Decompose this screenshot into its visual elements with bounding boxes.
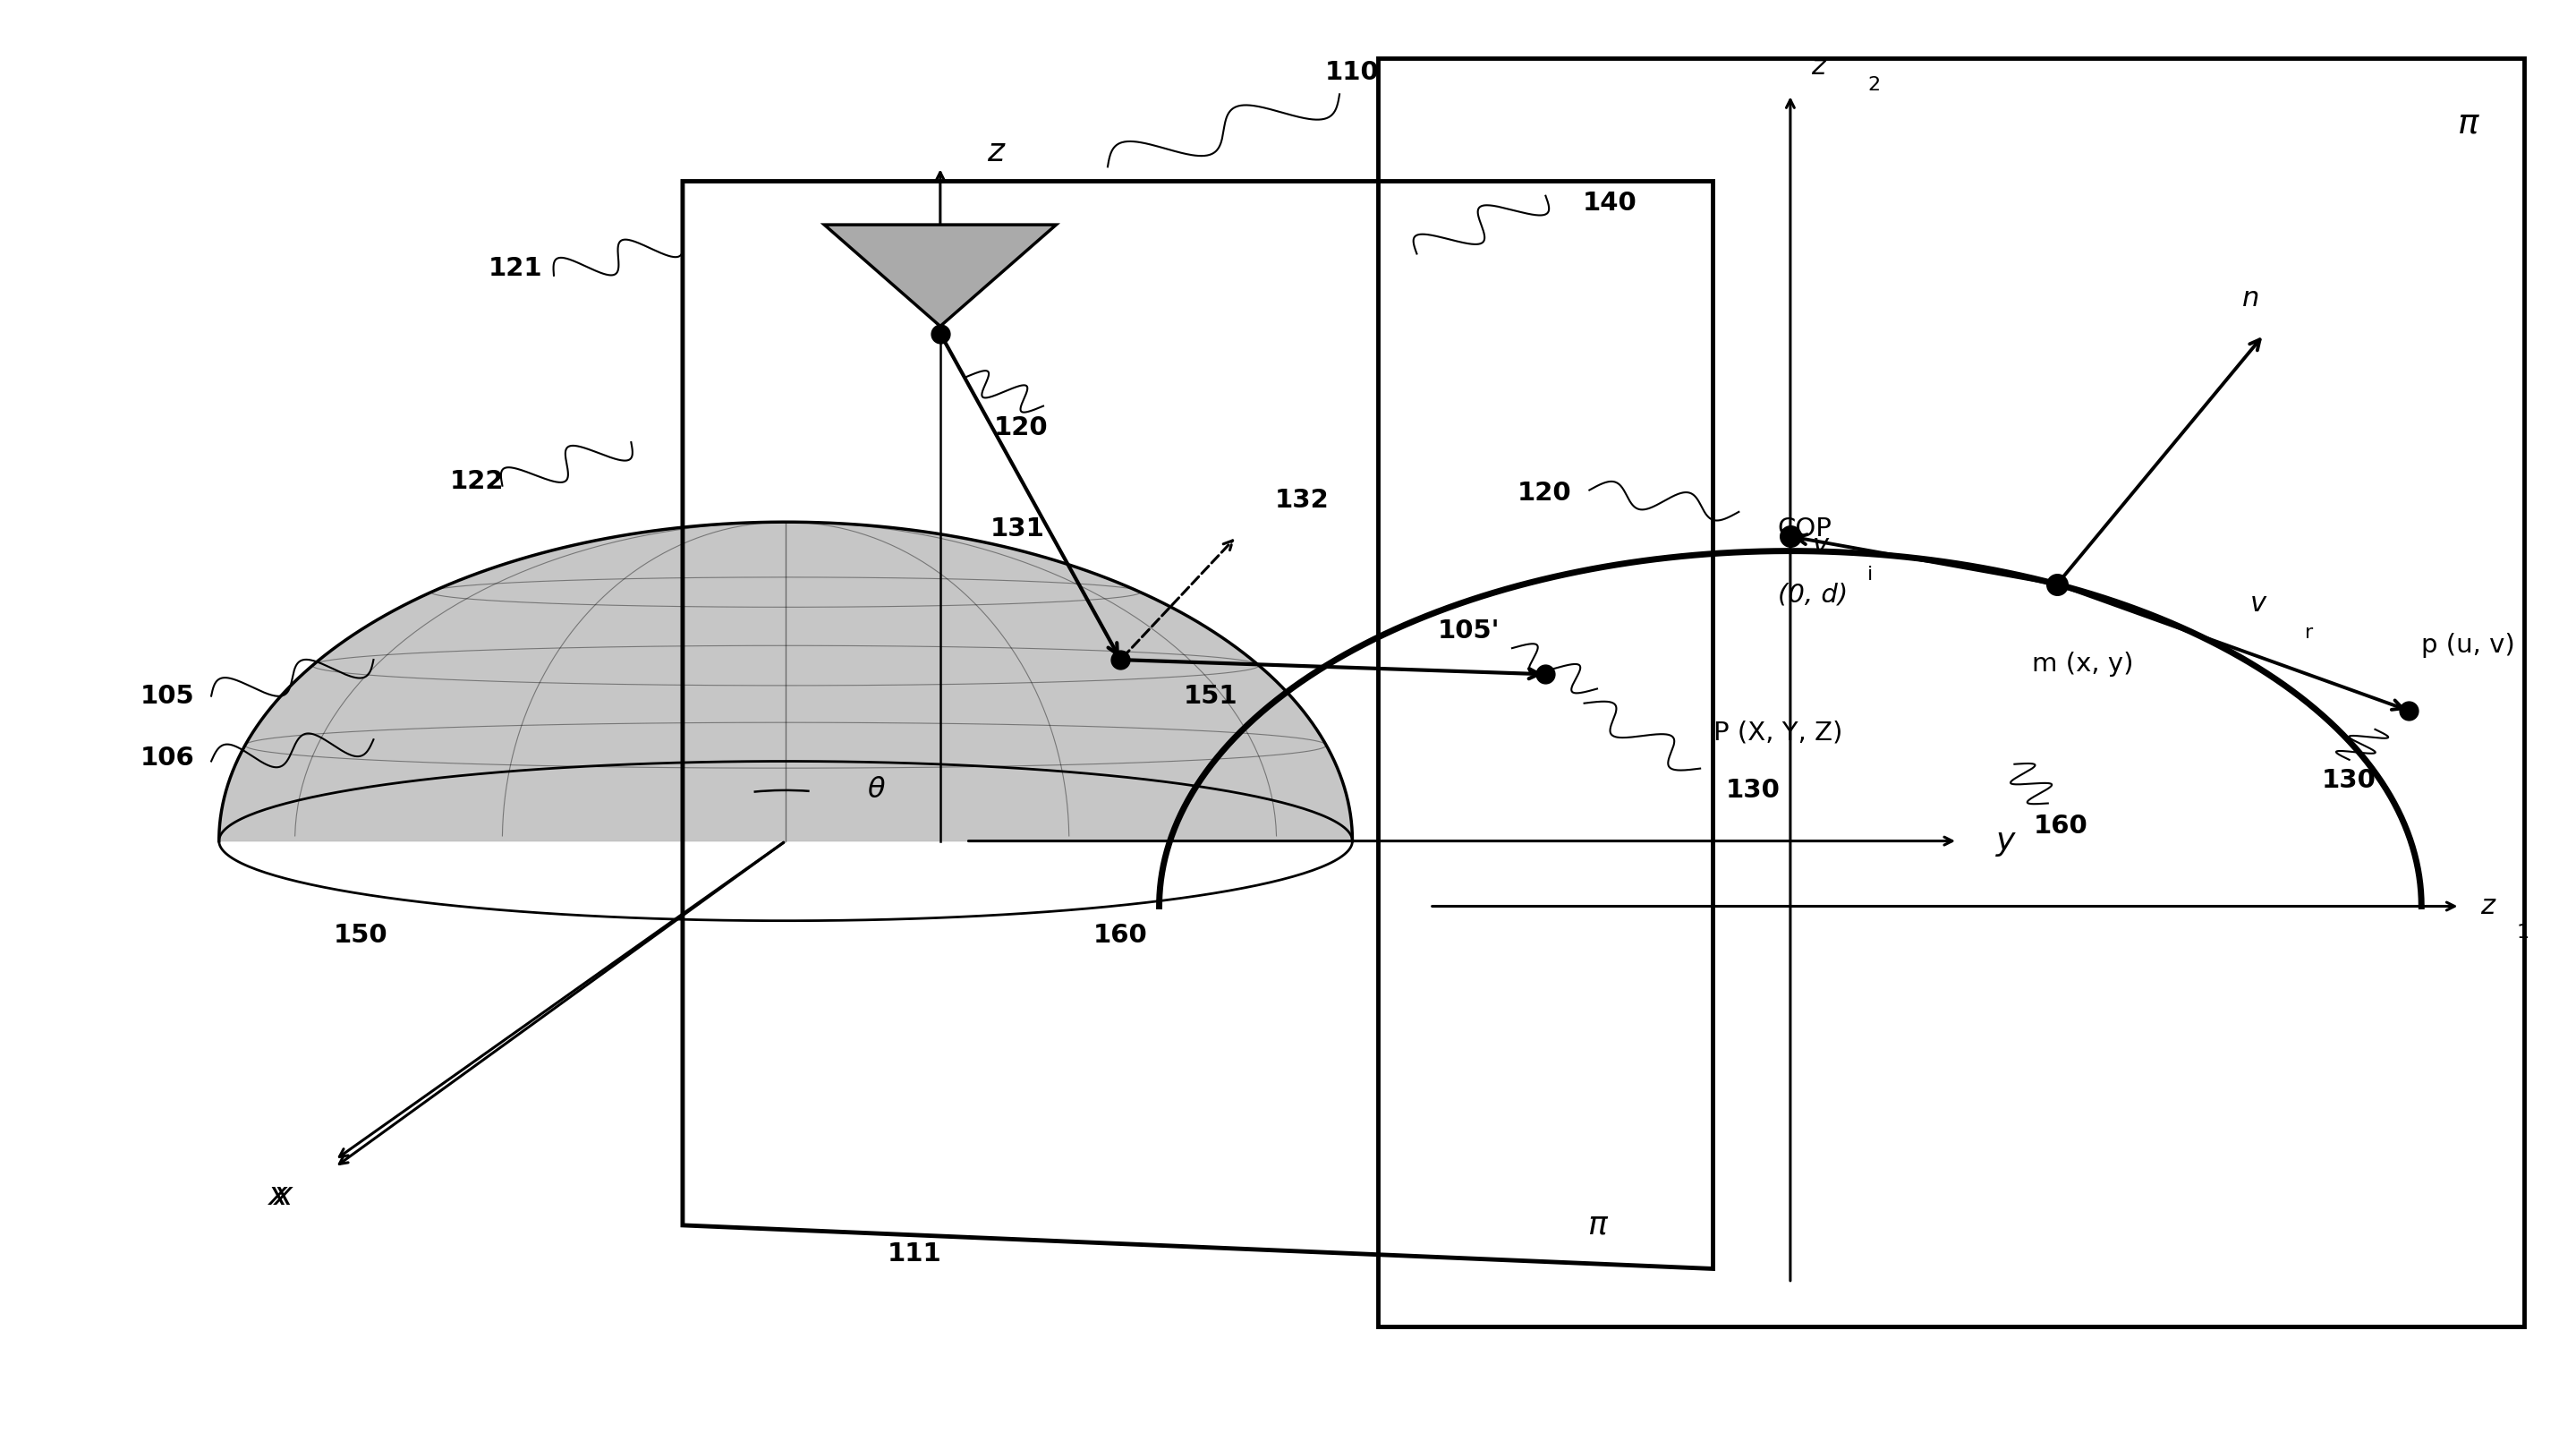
- Text: i: i: [1868, 566, 1873, 584]
- Text: n: n: [2241, 286, 2259, 312]
- Polygon shape: [219, 522, 1352, 841]
- Text: z: z: [1811, 54, 1826, 80]
- Bar: [1378, 58, 2524, 1327]
- Text: 151: 151: [1182, 683, 1239, 709]
- Text: 140: 140: [1582, 190, 1638, 216]
- Text: p (u, v): p (u, v): [2421, 632, 2514, 658]
- Text: 105: 105: [139, 683, 196, 709]
- Text: (0, d): (0, d): [1777, 581, 1847, 608]
- Text: 105': 105': [1437, 618, 1499, 644]
- Text: 111: 111: [886, 1241, 943, 1267]
- Text: 122: 122: [448, 468, 505, 494]
- Text: v: v: [2251, 592, 2267, 616]
- Text: 132: 132: [1275, 487, 1329, 513]
- Text: 160: 160: [1092, 922, 1149, 948]
- Text: 1: 1: [2517, 924, 2530, 941]
- Text: 2: 2: [1868, 77, 1880, 94]
- Text: π: π: [1587, 1211, 1607, 1240]
- Text: π: π: [2458, 106, 2478, 141]
- Text: 121: 121: [487, 255, 544, 281]
- Text: 160: 160: [2032, 813, 2089, 840]
- Text: x: x: [268, 1182, 289, 1211]
- Text: 150: 150: [332, 922, 389, 948]
- Text: 130: 130: [1726, 777, 1780, 803]
- Text: r: r: [2306, 624, 2313, 642]
- Text: z: z: [987, 138, 1005, 167]
- Text: θ: θ: [868, 776, 884, 805]
- Text: 110: 110: [1324, 59, 1381, 86]
- Text: x: x: [273, 1182, 294, 1211]
- Text: m (x, y): m (x, y): [2032, 651, 2133, 677]
- Polygon shape: [824, 225, 1056, 326]
- Text: 130: 130: [2321, 767, 2378, 793]
- Text: v: v: [1814, 534, 1829, 558]
- Text: z: z: [2481, 893, 2496, 919]
- Text: 131: 131: [989, 516, 1046, 542]
- Text: 120: 120: [1517, 480, 1571, 506]
- Text: P (X, Y, Z): P (X, Y, Z): [1713, 719, 1842, 745]
- Text: y: y: [1996, 826, 2014, 855]
- Text: 106: 106: [139, 745, 196, 771]
- Text: COP: COP: [1777, 516, 1832, 542]
- Text: 120: 120: [994, 415, 1048, 441]
